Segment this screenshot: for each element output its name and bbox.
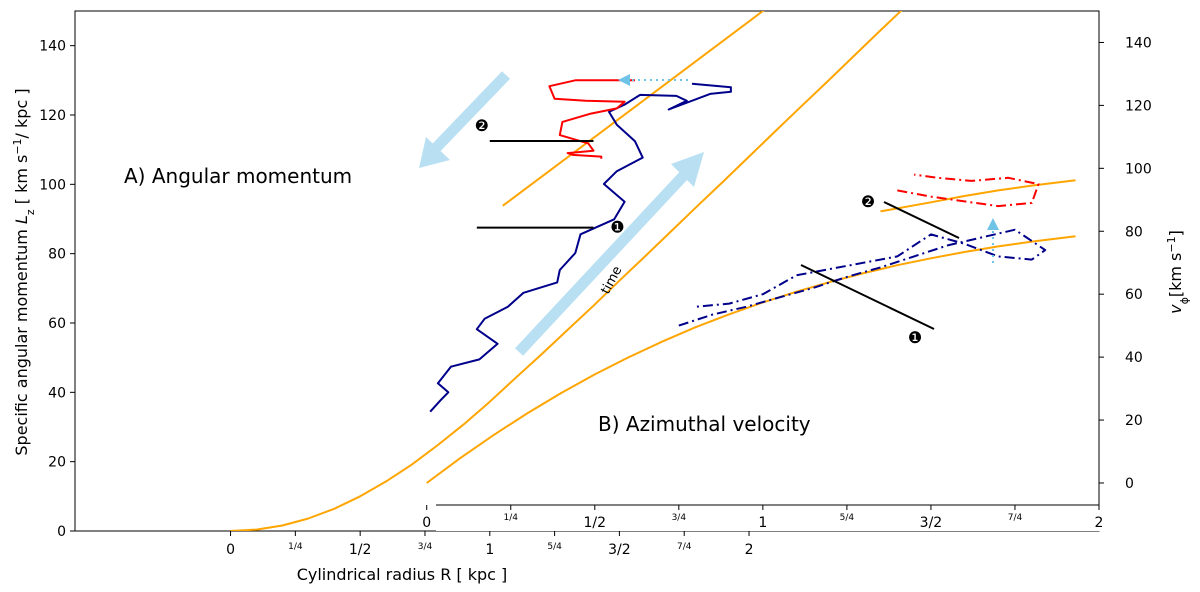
panel-b: 0 1/4 1/2 3/4 1 5/4 3/2 7/4 2 0 20 40 60 80 100 120 140… <box>422 35 1191 531</box>
panel-a-y-axis-label: Specific angular momentum Lz [ km s−1/ k… <box>11 88 37 455</box>
dotted-arrow-a <box>618 74 688 86</box>
panel-b-x-ticks: 0 1/4 1/2 3/4 1 5/4 3/2 7/4 2 <box>422 505 1103 531</box>
panel-a-y-tick-label-6: 120 <box>39 108 66 124</box>
panel-b-marker-label-1: ❷ <box>861 192 875 211</box>
panel-b-y-tick-label-3: 60 <box>1125 287 1143 303</box>
markers: ❶ ❷ ❶ ❷ <box>475 116 960 347</box>
panel-b-x-tick-label-0: 0 <box>422 515 431 531</box>
dotted-arrow-a-head <box>618 74 630 86</box>
panel-b-annotation: B) Azimuthal velocity <box>598 412 811 436</box>
panel-a-x-tick-label-2: 1/2 <box>349 542 372 558</box>
panel-a-series-2 <box>429 82 732 413</box>
panel-a-x-tick-label-5: 5/4 <box>547 542 562 552</box>
panel-b-series <box>426 173 1076 484</box>
panel-b-y-ticks: 0 20 40 60 80 100 120 140 <box>1099 35 1152 492</box>
time-arrow: time <box>514 152 704 356</box>
panel-b-y-tick-label-4: 80 <box>1125 224 1143 240</box>
panel-b-x-tick-label-8: 2 <box>1095 515 1104 531</box>
panel-a-series <box>230 11 903 531</box>
panel-b-x-tick-label-2: 1/2 <box>584 515 607 531</box>
panel-a-x-tick-label-4: 1 <box>485 542 494 558</box>
panel-b-y-tick-label-0: 0 <box>1125 476 1134 492</box>
panel-a-x-axis-label: Cylindrical radius R [ kpc ] <box>297 565 508 584</box>
dotted-arrow-b-head <box>987 218 999 230</box>
panel-b-marker-line-0 <box>800 264 935 330</box>
panel-b-y-tick-label-6: 120 <box>1125 98 1152 114</box>
panel-b-y-tick-label-2: 40 <box>1125 350 1143 366</box>
panel-b-x-tick-label-1: 1/4 <box>504 513 519 523</box>
panel-a-series-1 <box>502 11 765 207</box>
panel-b-y-axis-label: vϕ[km s−1] <box>1165 230 1191 314</box>
panel-a-y-tick-label-5: 100 <box>39 177 66 193</box>
time-arrow-shaft <box>514 168 692 356</box>
panel-a-x-tick-label-8: 2 <box>745 542 754 558</box>
panel-a-y-tick-label-2: 40 <box>48 385 66 401</box>
panel-a-y-tick-label-7: 140 <box>39 39 66 55</box>
panel-a-series-0 <box>230 11 903 531</box>
panel-a-y-tick-label-3: 60 <box>48 316 66 332</box>
panel-a-x-ticks: 0 1/4 1/2 3/4 1 5/4 3/2 7/4 2 <box>226 531 753 558</box>
panel-a-x-tick-label-3: 3/4 <box>418 542 433 552</box>
panel-a-x-tick-label-1: 1/4 <box>288 542 303 552</box>
panel-a-marker-label-1: ❷ <box>475 116 489 135</box>
panel-b-marker-line-1 <box>883 201 960 239</box>
panel-a-x-tick-label-6: 3/2 <box>608 542 631 558</box>
panel-a-marker-label-0: ❶ <box>610 218 624 237</box>
panel-b-series-0 <box>426 235 1076 484</box>
panel-b-y-tick-label-5: 100 <box>1125 161 1152 177</box>
panel-b-y-tick-label-7: 140 <box>1125 35 1152 51</box>
panel-b-series-2 <box>678 228 1047 327</box>
time-arrow-head <box>671 152 704 187</box>
panel-b-x-tick-label-6: 3/2 <box>920 515 943 531</box>
panel-b-x-tick-label-7: 7/4 <box>1008 513 1023 523</box>
panel-a-y-tick-label-1: 20 <box>48 455 66 471</box>
panel-b-series-3 <box>897 173 1040 208</box>
arrows: time <box>419 71 999 356</box>
panel-b-x-tick-label-5: 5/4 <box>840 513 855 523</box>
back-arrow-head <box>419 137 450 168</box>
panel-a-y-tick-label-0: 0 <box>57 524 66 540</box>
panel-a-x-tick-label-0: 0 <box>226 542 235 558</box>
dotted-arrow-b <box>987 218 999 263</box>
panel-b-marker-label-0: ❶ <box>908 328 922 347</box>
panel-a-y-tick-label-4: 80 <box>48 247 66 263</box>
back-arrow <box>419 71 510 168</box>
panel-a-annotation: A) Angular momentum <box>124 164 352 188</box>
panel-b-x-tick-label-4: 1 <box>758 515 767 531</box>
panel-a-frame <box>74 10 1100 532</box>
panel-a: 0 1/4 1/2 3/4 1 5/4 3/2 7/4 2 0 20 40 60 80 100 120 140… <box>11 10 1100 584</box>
panel-a-x-tick-label-7: 7/4 <box>677 542 692 552</box>
panel-b-x-tick-label-3: 3/4 <box>672 513 687 523</box>
panel-b-series-1 <box>880 179 1076 213</box>
panel-a-y-ticks: 0 20 40 60 80 100 120 140 <box>39 39 75 540</box>
panel-a-series-3 <box>548 79 635 159</box>
panel-b-bg <box>436 505 1100 531</box>
panel-b-y-tick-label-1: 20 <box>1125 413 1143 429</box>
back-arrow-shaft <box>430 71 510 154</box>
